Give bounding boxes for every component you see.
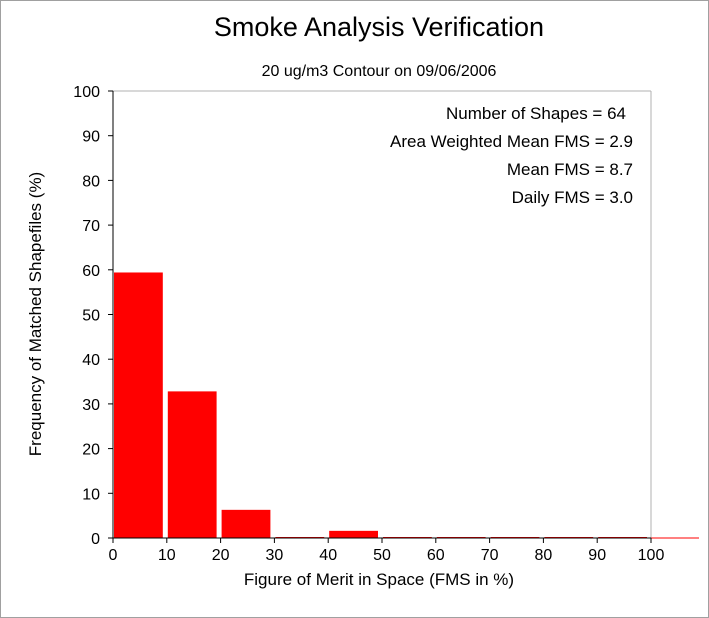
y-tick-label-0: 0 [91, 531, 100, 548]
histogram-bar-2 [221, 509, 271, 538]
y-tick-label-100: 100 [73, 84, 100, 101]
x-axis-label: Figure of Merit in Space (FMS in %) [244, 570, 514, 589]
y-tick-label-50: 50 [82, 308, 100, 325]
x-tick-label-40: 40 [319, 547, 337, 564]
chart-subtitle: 20 ug/m3 Contour on 09/06/2006 [262, 63, 497, 80]
y-tick-label-20: 20 [82, 442, 100, 459]
y-tick-label-10: 10 [82, 486, 100, 503]
histogram-bar-4 [329, 530, 378, 538]
x-tick-label-30: 30 [266, 547, 284, 564]
x-tick-label-0: 0 [109, 547, 118, 564]
y-tick-label-80: 80 [82, 173, 100, 190]
histogram-bar-1 [167, 391, 217, 538]
plot-area: 0 10 20 30 40 50 60 70 80 90 100 0 10 20 30 40 50 60 70 80 9… [73, 84, 699, 564]
histogram-bar-0 [114, 272, 163, 538]
annotation-number-of-shapes: Number of Shapes = 64 [446, 104, 626, 123]
x-tick-label-100: 100 [638, 547, 665, 564]
y-tick-label-60: 60 [82, 263, 100, 280]
annotation-area-weighted-mean-fms: Area Weighted Mean FMS = 2.9 [390, 132, 633, 151]
x-tick-label-10: 10 [158, 547, 176, 564]
y-tick-label-90: 90 [82, 129, 100, 146]
x-tick-label-70: 70 [481, 547, 499, 564]
annotation-mean-fms: Mean FMS = 8.7 [507, 160, 633, 179]
y-axis-label: Frequency of Matched Shapefiles (%) [26, 172, 45, 456]
chart-title: Smoke Analysis Verification [214, 12, 544, 42]
y-tick-label-70: 70 [82, 218, 100, 235]
x-tick-label-20: 20 [212, 547, 230, 564]
x-tick-label-60: 60 [427, 547, 445, 564]
x-tick-label-80: 80 [535, 547, 553, 564]
x-tick-label-50: 50 [373, 547, 391, 564]
x-tick-label-90: 90 [588, 547, 606, 564]
y-tick-label-40: 40 [82, 352, 100, 369]
y-tick-label-30: 30 [82, 397, 100, 414]
annotation-daily-fms: Daily FMS = 3.0 [512, 188, 633, 207]
